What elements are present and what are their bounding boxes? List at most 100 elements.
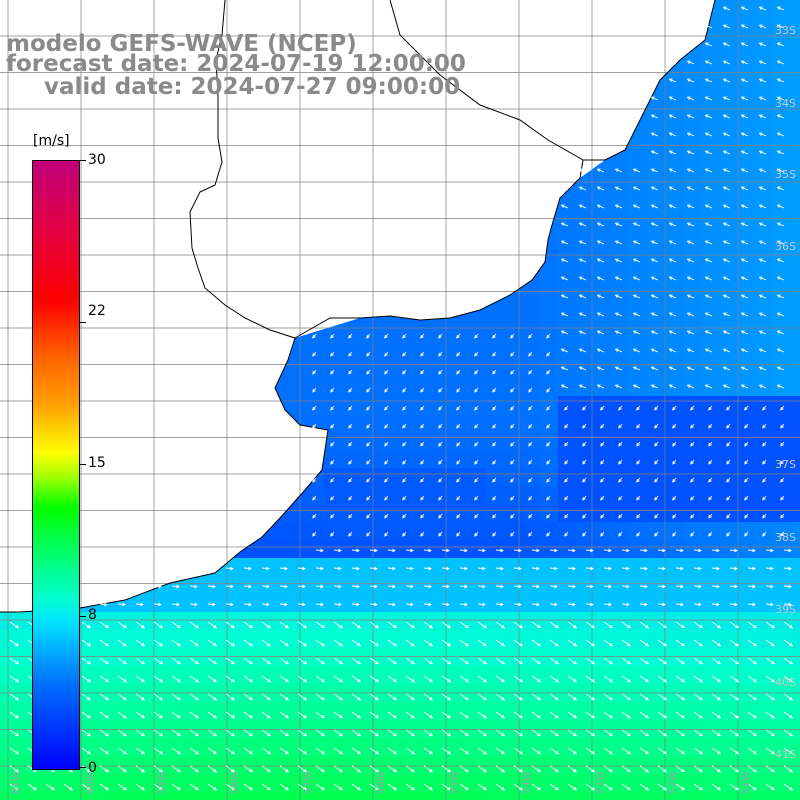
speed-cell [162, 612, 181, 631]
speed-cell [90, 756, 109, 775]
wind-arrow [654, 459, 659, 465]
wind-arrow [135, 566, 144, 571]
speed-cell [486, 414, 505, 433]
wind-arrow [722, 222, 731, 227]
wind-arrow [99, 675, 109, 683]
wind-arrow [297, 729, 307, 737]
wind-arrow [99, 566, 108, 571]
wind-arrow [189, 639, 199, 647]
wind-arrow [747, 566, 756, 571]
speed-cell [414, 486, 433, 505]
wind-arrow [513, 602, 522, 607]
speed-cell [702, 450, 721, 469]
speed-cell [504, 378, 523, 397]
wind-arrow [780, 477, 785, 483]
wind-arrow [495, 693, 505, 701]
wind-arrow [351, 548, 360, 553]
speed-cell [432, 360, 451, 379]
wind-arrow [261, 639, 271, 647]
wind-arrow [99, 765, 109, 773]
wind-arrow [780, 531, 785, 537]
wind-arrow [675, 621, 685, 629]
speed-cell [450, 576, 469, 595]
speed-cell [738, 612, 757, 631]
speed-cell [630, 486, 649, 505]
speed-cell [396, 396, 415, 415]
wind-arrow [783, 657, 793, 665]
speed-cell [540, 522, 559, 541]
wind-arrow [384, 495, 389, 501]
speed-cell [684, 576, 703, 595]
speed-cell [792, 450, 800, 469]
wind-arrow [632, 384, 641, 389]
wind-arrow [614, 384, 623, 389]
wind-arrow [189, 584, 198, 589]
speed-cell [468, 486, 487, 505]
wind-arrow [722, 42, 731, 47]
wind-arrow [369, 566, 378, 571]
wind-arrow [9, 747, 19, 755]
wind-arrow [758, 168, 767, 173]
wind-arrow [402, 387, 407, 393]
wind-arrow [780, 495, 785, 501]
speed-cell [360, 522, 379, 541]
speed-cell [792, 0, 800, 19]
speed-cell [774, 504, 793, 523]
wind-arrow [776, 42, 785, 47]
wind-arrow [405, 639, 415, 647]
speed-cell [126, 756, 145, 775]
wind-arrow [711, 621, 721, 629]
speed-cell [792, 666, 800, 685]
speed-cell [306, 792, 325, 800]
speed-cell [612, 702, 631, 721]
wind-arrow [585, 711, 595, 719]
speed-cell [324, 450, 343, 469]
speed-cell [792, 72, 800, 91]
speed-cell [216, 756, 235, 775]
wind-arrow [560, 348, 569, 353]
wind-arrow [312, 459, 317, 465]
wind-arrow [189, 765, 199, 773]
speed-cell [792, 360, 800, 379]
wind-arrow [632, 204, 641, 209]
wind-arrow [117, 747, 127, 755]
wind-arrow [740, 42, 749, 47]
wind-arrow [99, 711, 109, 719]
wind-arrow [423, 602, 432, 607]
wind-arrow [585, 693, 595, 701]
speed-cell [504, 324, 523, 343]
speed-cell [288, 648, 307, 667]
wind-arrow [614, 348, 623, 353]
wind-arrow [477, 675, 487, 683]
speed-cell [108, 756, 127, 775]
speed-cell [414, 504, 433, 523]
wind-arrow [758, 240, 767, 245]
wind-arrow [225, 584, 234, 589]
wind-arrow [207, 675, 217, 683]
speed-cell [18, 612, 37, 631]
wind-arrow [9, 711, 19, 719]
speed-cell [720, 756, 739, 775]
wind-arrow [81, 675, 91, 683]
wind-arrow [704, 348, 713, 353]
speed-cell [324, 468, 343, 487]
speed-cell [270, 666, 289, 685]
speed-cell [630, 522, 649, 541]
speed-cell [360, 756, 379, 775]
speed-cell [630, 666, 649, 685]
wind-arrow [744, 441, 749, 447]
speed-cell [198, 666, 217, 685]
speed-cell [306, 612, 325, 631]
wind-arrow [189, 693, 199, 701]
wind-arrow [567, 621, 577, 629]
wind-arrow [596, 168, 605, 173]
wind-arrow [423, 657, 433, 665]
wind-arrow [780, 423, 785, 429]
wind-arrow [758, 258, 767, 263]
wind-arrow [711, 657, 721, 665]
speed-cell [18, 792, 37, 800]
wind-arrow [636, 441, 641, 447]
wind-arrow [510, 351, 515, 357]
wind-arrow [384, 459, 389, 465]
wind-arrow [423, 639, 433, 647]
